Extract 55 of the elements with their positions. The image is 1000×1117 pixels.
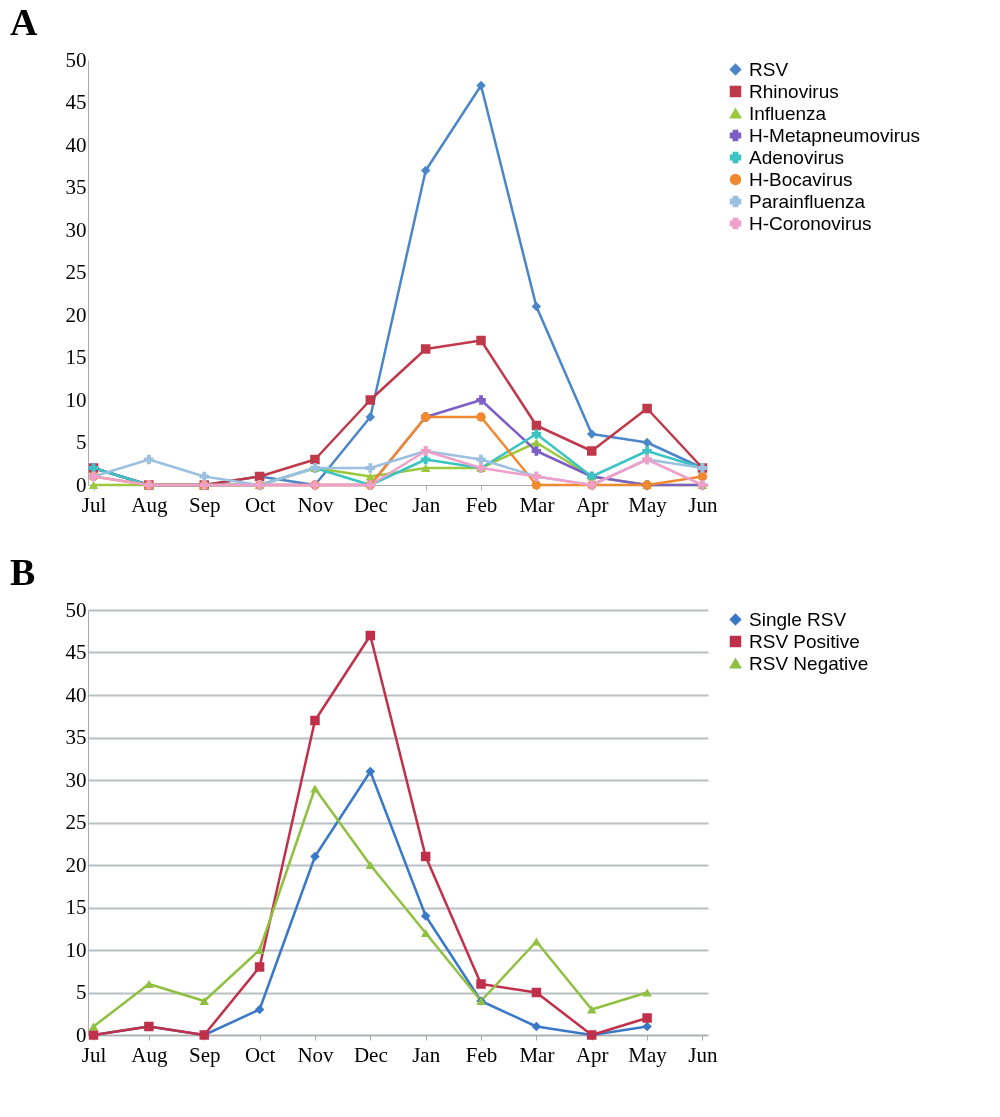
y-tick-label: 10 [65, 387, 87, 412]
y-tick-label: 35 [65, 175, 87, 199]
y-tick-label: 5 [76, 980, 87, 1004]
y-tick-label: 30 [65, 217, 87, 242]
x-tick-label: Mar [519, 492, 555, 517]
y-tick-label: 20 [65, 302, 87, 327]
legend-label: RSV Negative [749, 652, 869, 674]
legend-label: Influenza [749, 102, 827, 124]
y-tick-label: 20 [65, 852, 87, 877]
x-tick-label: Apr [575, 1042, 609, 1067]
y-tick-label: 25 [65, 810, 87, 834]
legend-label: RSV [749, 58, 789, 80]
legend-label: RSV Positive [749, 630, 860, 652]
x-tick-label: Oct [244, 1042, 276, 1067]
x-tick-label: May [628, 492, 668, 517]
x-tick-label: Mar [519, 1042, 555, 1067]
x-tick-label: Dec [353, 1042, 388, 1067]
y-tick-label: 45 [65, 640, 87, 664]
x-tick-label: May [628, 1042, 668, 1067]
x-tick-label: Aug [131, 492, 168, 517]
x-tick-label: Apr [575, 492, 609, 517]
y-tick-label: 30 [65, 767, 87, 792]
x-tick-label: Aug [131, 1042, 168, 1067]
chart-title: B [10, 551, 36, 593]
y-tick-label: 50 [65, 597, 87, 622]
x-tick-label: Jun [688, 1042, 719, 1067]
legend-label: Single RSV [749, 608, 847, 630]
x-tick-label: Jun [688, 492, 719, 517]
x-tick-label: Sep [189, 1042, 221, 1067]
legend-label: H-Coronovirus [749, 212, 872, 234]
y-tick-label: 40 [65, 682, 87, 707]
y-tick-label: 25 [65, 260, 87, 284]
x-tick-label: Oct [244, 492, 276, 517]
legend-label: Adenovirus [749, 146, 845, 168]
legend-label: H-Bocavirus [749, 168, 853, 190]
x-tick-label: Sep [189, 492, 221, 517]
x-tick-label: Nov [297, 492, 335, 517]
y-tick-label: 35 [65, 725, 87, 749]
y-tick-label: 15 [65, 895, 87, 919]
y-tick-label: 50 [65, 47, 87, 72]
x-tick-label: Nov [297, 1042, 335, 1067]
y-tick-label: 10 [65, 937, 87, 962]
x-tick-label: Jan [412, 492, 441, 517]
legend-label: H-Metapneumovirus [749, 124, 921, 146]
legend-label: Rhinovirus [749, 80, 839, 102]
chart-title: A [10, 1, 38, 43]
y-tick-label: 15 [65, 345, 87, 369]
x-tick-label: Jan [412, 1042, 441, 1067]
x-tick-label: Dec [353, 492, 388, 517]
y-tick-label: 45 [65, 90, 87, 114]
x-tick-label: Feb [465, 492, 498, 517]
legend-label: Parainfluenza [749, 190, 866, 212]
y-tick-label: 40 [65, 132, 87, 157]
x-tick-label: Feb [465, 1042, 498, 1067]
y-tick-label: 5 [76, 430, 87, 454]
